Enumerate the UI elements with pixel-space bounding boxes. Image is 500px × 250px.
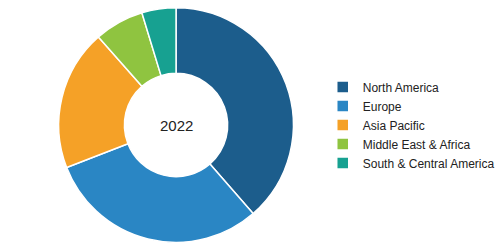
- svg-text:Europe: Europe: [363, 100, 402, 114]
- svg-text:Middle East & Africa: Middle East & Africa: [363, 138, 471, 152]
- svg-text:South & Central America: South & Central America: [363, 157, 495, 171]
- svg-text:2022: 2022: [160, 117, 193, 134]
- svg-text:Asia Pacific: Asia Pacific: [363, 119, 425, 133]
- svg-text:North America: North America: [363, 81, 439, 95]
